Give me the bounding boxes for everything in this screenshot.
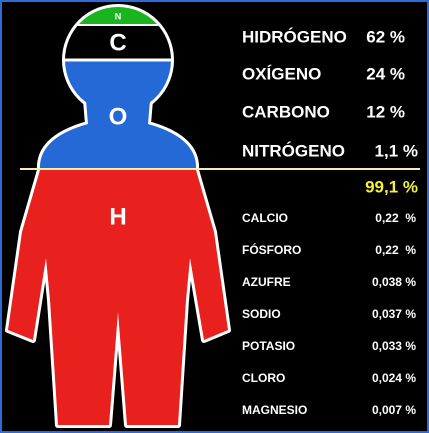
element-percent: 0,033 % <box>372 339 416 353</box>
element-percent: 0,024 % <box>372 371 416 385</box>
element-percent: 0,007 % <box>372 403 416 417</box>
figure-label: N <box>115 11 122 21</box>
element-percent: 0,038 % <box>372 275 416 289</box>
element-name: NITRÓGENO <box>242 141 345 160</box>
figure-label: C <box>109 29 126 56</box>
element-percent: 62 % <box>366 27 405 46</box>
element-name: HIDRÓGENO <box>242 27 347 46</box>
element-percent: 0,22 % <box>375 243 416 257</box>
total: 99,1 % <box>365 177 418 196</box>
infographic: N C O H 99,1 % HIDRÓGENO 62 % OXÍGENO 24 % C… <box>0 0 429 433</box>
element-name: MAGNESIO <box>242 403 307 417</box>
element-percent: 1,1 % <box>375 141 418 160</box>
element-percent: 0,22 % <box>375 211 416 225</box>
element-name: CALCIO <box>242 211 288 225</box>
element-percent: 24 % <box>366 64 405 83</box>
element-name: CARBONO <box>242 102 330 121</box>
figure-label: H <box>109 203 126 230</box>
element-name: FÓSFORO <box>242 242 301 257</box>
element-name: SODIO <box>242 307 281 321</box>
element-percent: 12 % <box>366 102 405 121</box>
element-name: AZUFRE <box>242 275 291 289</box>
element-name: OXÍGENO <box>242 64 321 83</box>
element-percent: 0,037 % <box>372 307 416 321</box>
figure-label: O <box>109 103 128 130</box>
element-name: POTASIO <box>242 339 295 353</box>
element-name: CLORO <box>242 371 285 385</box>
